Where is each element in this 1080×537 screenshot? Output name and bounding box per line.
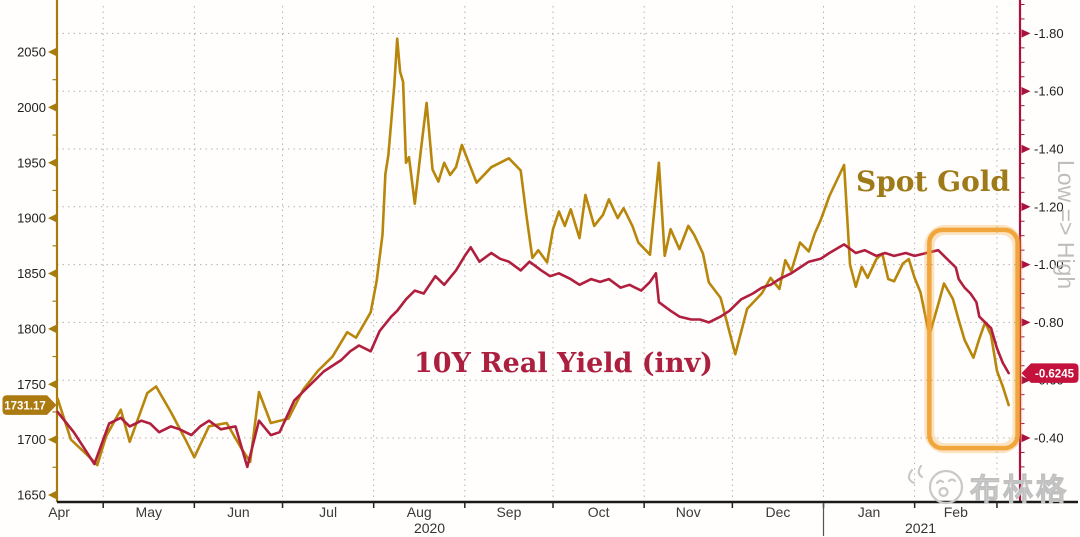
gridlines [57,6,1020,500]
left-tick-label: 1900 [17,211,46,226]
left-tick-arrow-icon [48,269,57,278]
gold-price-tag [2,395,57,415]
last-value-tags: 1731.17 -0.6245 [2,363,1079,415]
month-label: Feb [944,504,968,520]
month-label: Jan [858,504,881,520]
left-tick-label: 1800 [17,321,46,336]
month-label: Jun [227,504,250,520]
month-label: Jul [319,504,337,520]
chick-face-icon [907,464,964,505]
wing-stroke-icon [917,464,924,479]
real-yield-label: 10Y Real Yield (inv) [414,348,713,379]
series-line-spot-gold [56,37,1010,467]
axes: 2050 2000 1950 1900 1850 1800 1750 1700 1650 -1.8… [17,0,1078,504]
right-tick-label: -1.60 [1034,84,1064,99]
right-tick-arrow-icon [1021,87,1031,96]
mouth-icon [938,486,949,498]
right-tick-label: -0.40 [1034,431,1064,446]
x-axis: Apr May Jun Jul Aug Sep Oct Nov Dec Jan Feb 2020 202… [48,502,998,536]
left-tick-label: 1850 [17,266,46,281]
left-tick-arrow-icon [48,324,57,334]
right-axis-direction-label: Low => High [1053,160,1079,289]
right-tick-arrow-icon [1021,144,1031,154]
right-tick-arrow-icon [1021,202,1031,211]
watermark: 布林格 [907,464,1069,508]
watermark-text: 布林格 [970,474,1069,507]
face-outline [928,469,964,505]
left-tick-arrow-icon [48,490,57,500]
month-label: Nov [676,504,701,520]
year-label: 2020 [414,520,445,536]
left-tick-arrow-icon [48,435,57,444]
left-tick-arrow-icon [48,103,57,112]
right-tick-label: -1.20 [1034,199,1064,214]
highlight-box [924,224,1023,454]
wing-stroke-icon [907,468,916,485]
month-label: Aug [407,504,432,520]
right-tick-arrow-icon [1021,318,1031,327]
right-tick-arrow-icon [1021,376,1031,385]
month-label: Oct [588,504,610,520]
month-label: Dec [765,504,790,520]
series-line-10y-real-yield-inv- [56,243,1010,469]
right-tick-arrow-icon [1021,260,1031,269]
left-tick-arrow-icon [48,158,57,167]
month-label: May [136,504,162,520]
right-tick-label: -1.80 [1034,26,1064,41]
left-tick-label: 1750 [17,377,46,392]
yield-value-tag-label: -0.6245 [1035,368,1075,380]
left-tick-label: 1650 [17,488,46,503]
series-lines [56,37,1010,469]
left-tick-arrow-icon [48,47,57,57]
highlight-box-outline [927,227,1020,451]
right-tick-arrow-icon [1021,433,1031,443]
right-tick-arrow-icon [1021,29,1031,38]
right-tick-label: -1.00 [1034,257,1064,272]
left-tick-label: 1950 [17,155,46,170]
spot-gold-label: Spot Gold [856,165,1010,198]
left-tick-arrow-icon [48,380,57,389]
left-tick-label: 2000 [17,100,46,115]
eye-icon [947,478,957,483]
left-tick-label: 1700 [17,432,46,447]
month-label: Sep [496,504,521,520]
yield-value-tag [1021,363,1079,383]
left-tick-label: 2050 [17,45,46,60]
highlight-box-glow [924,224,1023,454]
left-tick-arrow-icon [48,213,57,223]
right-tick-label: -1.40 [1034,142,1064,157]
year-label: 2021 [905,520,936,536]
right-tick-label: -0.80 [1034,315,1064,330]
eye-icon [935,479,945,485]
month-label: Apr [48,504,70,520]
gold-price-tag-label: 1731.17 [4,400,46,412]
